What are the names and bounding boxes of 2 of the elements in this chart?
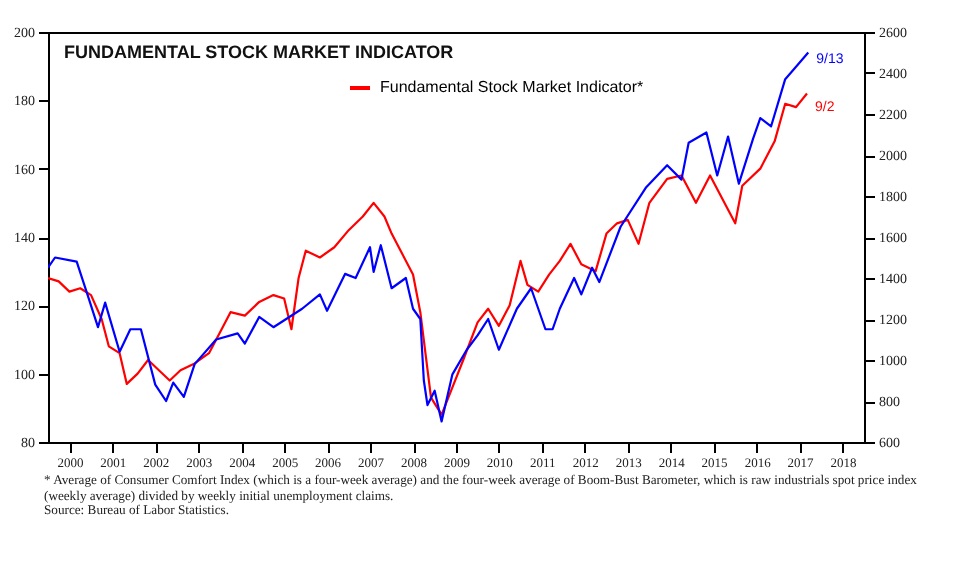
- legend-label: Fundamental Stock Market Indicator*: [380, 78, 644, 96]
- text: FUNDAMENTAL STOCK MARKET INDICATOR: [64, 42, 455, 62]
